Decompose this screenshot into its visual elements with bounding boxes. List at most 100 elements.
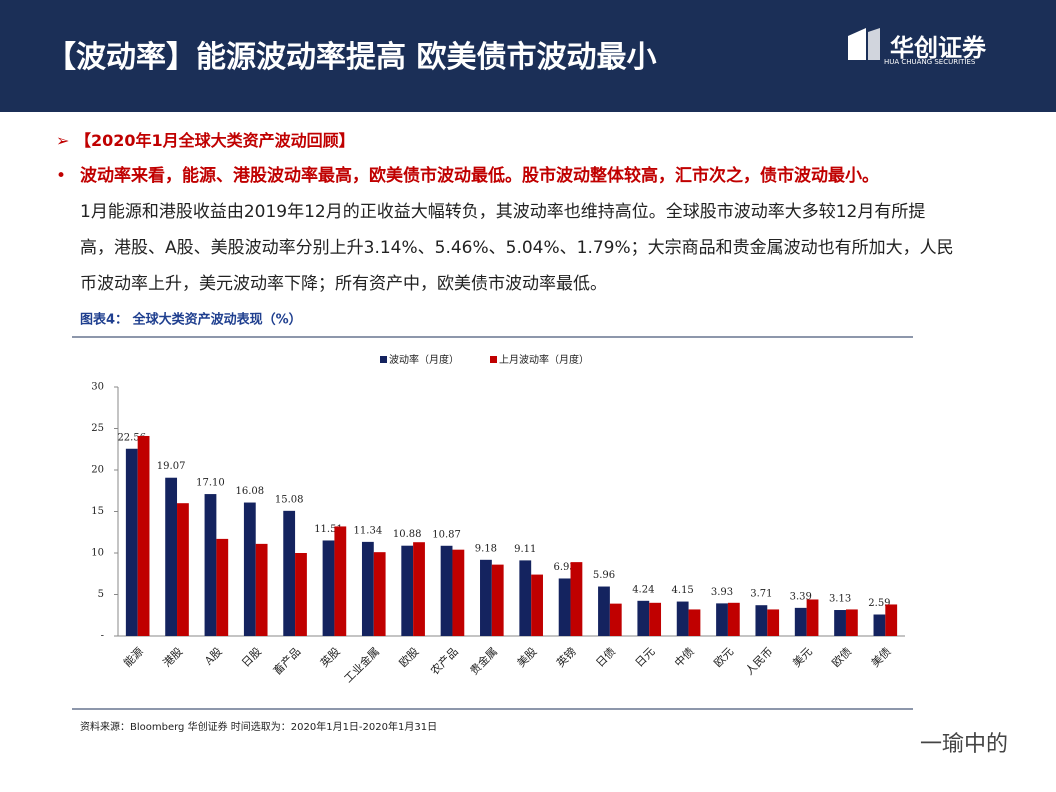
y-tick-label: -	[101, 631, 104, 642]
x-tick-label: A股	[201, 645, 224, 668]
bullet-text: 1月能源和港股收益由2019年12月的正收益大幅转负，其波动率也维持高位。全球股…	[80, 202, 954, 294]
x-tick-label: 人民币	[743, 645, 776, 678]
x-tick-label: 美股	[515, 645, 540, 670]
legend-label: 上月波动率（月度）	[499, 353, 589, 366]
bar	[885, 604, 898, 636]
x-tick-label: 贵金属	[467, 644, 500, 677]
y-tick-label: 25	[91, 423, 104, 434]
value-label: 16.08	[236, 486, 265, 497]
value-label: 3.71	[750, 589, 772, 600]
chart-title: 图表4： 全球大类资产波动表现（%）	[80, 312, 302, 328]
bar	[598, 586, 610, 636]
value-label: 5.96	[593, 570, 615, 581]
bar	[322, 540, 335, 636]
logo-icon	[848, 28, 880, 60]
y-tick-label: 5	[98, 589, 104, 600]
bar	[688, 609, 701, 636]
bar	[558, 578, 571, 636]
bullet-highlight: 波动率来看，能源、港股波动率最高，欧美债市波动最低。股市波动整体较高，汇市次之，…	[80, 166, 879, 186]
value-label: 9.11	[514, 544, 536, 555]
bar	[806, 599, 819, 636]
x-tick-label: 能源	[120, 644, 145, 669]
x-tick-label: 欧股	[397, 645, 422, 670]
x-tick-label: 港股	[161, 645, 186, 670]
y-tick-label: 20	[91, 465, 104, 476]
value-label: 11.34	[354, 525, 383, 536]
x-tick-label: 欧债	[829, 644, 854, 669]
bar	[295, 553, 307, 636]
x-tick-label: 农产品	[427, 644, 460, 677]
slide-title: 【波动率】能源波动率提高 欧美债市波动最小	[46, 40, 657, 75]
bar	[873, 614, 886, 636]
legend-swatch	[380, 356, 387, 363]
bar	[755, 605, 768, 636]
logo-subtext: HUA CHUANG SECURITIES	[884, 58, 976, 66]
bar	[845, 609, 858, 636]
y-tick-label: 30	[91, 382, 104, 393]
bar	[204, 494, 217, 636]
bar	[216, 538, 229, 636]
bar	[413, 542, 425, 636]
bar	[531, 574, 543, 636]
bullet: • 波动率来看，能源、港股波动率最高，欧美债市波动最低。股市波动整体较高，汇市次之…	[56, 166, 954, 294]
bar	[361, 541, 374, 636]
value-label: 3.13	[829, 594, 851, 605]
x-tick-label: 欧元	[711, 645, 736, 670]
value-label: 2.59	[868, 598, 890, 609]
bar	[440, 545, 453, 636]
bar	[676, 601, 689, 636]
source: 资料来源：Bloomberg 华创证券 时间选取为：2020年1月1日-2020…	[80, 720, 437, 733]
bar	[137, 435, 150, 636]
x-tick-label: 中债	[671, 644, 696, 669]
x-tick-label: 英股	[317, 644, 342, 669]
logo-text: 华创证券	[890, 34, 986, 62]
y-tick-label: 15	[91, 506, 104, 517]
value-label: 4.24	[632, 584, 654, 595]
section-text: 【2020年1月全球大类资产波动回顾】	[74, 131, 355, 150]
bar	[519, 560, 532, 636]
section-heading: ➢ 【2020年1月全球大类资产波动回顾】	[56, 131, 355, 150]
legend-label: 波动率（月度）	[389, 353, 459, 366]
value-label: 4.15	[672, 585, 694, 596]
bar	[834, 610, 846, 636]
value-label: 17.10	[196, 478, 225, 489]
bar	[649, 602, 662, 636]
x-tick-label: 日债	[593, 644, 618, 669]
bar	[570, 562, 583, 636]
value-label: 6.93	[553, 562, 575, 573]
x-tick-label: 英镑	[553, 644, 578, 669]
value-label: 3.39	[790, 591, 812, 602]
bar	[637, 600, 650, 636]
bar	[334, 526, 347, 636]
bar	[491, 564, 504, 636]
bar	[480, 559, 492, 636]
bar	[177, 503, 189, 636]
x-tick-label: 畜产品	[270, 644, 303, 677]
bar	[401, 545, 414, 636]
legend-swatch	[490, 356, 497, 363]
bar	[767, 609, 780, 636]
watermark: 一瑜中的	[920, 732, 1008, 757]
x-tick-label: 工业金属	[341, 644, 382, 685]
x-tick-label: 日元	[633, 645, 658, 670]
value-label: 10.88	[393, 529, 422, 540]
bar	[165, 477, 178, 636]
bar	[283, 510, 296, 636]
value-label: 11.51	[314, 524, 343, 535]
value-label: 15.08	[275, 494, 304, 505]
bar	[373, 552, 386, 636]
x-tick-label: 美元	[790, 645, 815, 670]
value-label: 19.07	[157, 461, 186, 472]
bar	[716, 603, 728, 636]
value-label: 3.93	[711, 587, 733, 598]
bar	[125, 448, 138, 636]
bar	[452, 549, 465, 636]
value-label: 22.56	[117, 432, 146, 443]
x-tick-label: 美债	[868, 644, 893, 669]
bar	[794, 607, 807, 636]
value-label: 10.87	[432, 529, 461, 540]
bar	[255, 543, 268, 636]
y-tick-label: 10	[91, 548, 104, 559]
